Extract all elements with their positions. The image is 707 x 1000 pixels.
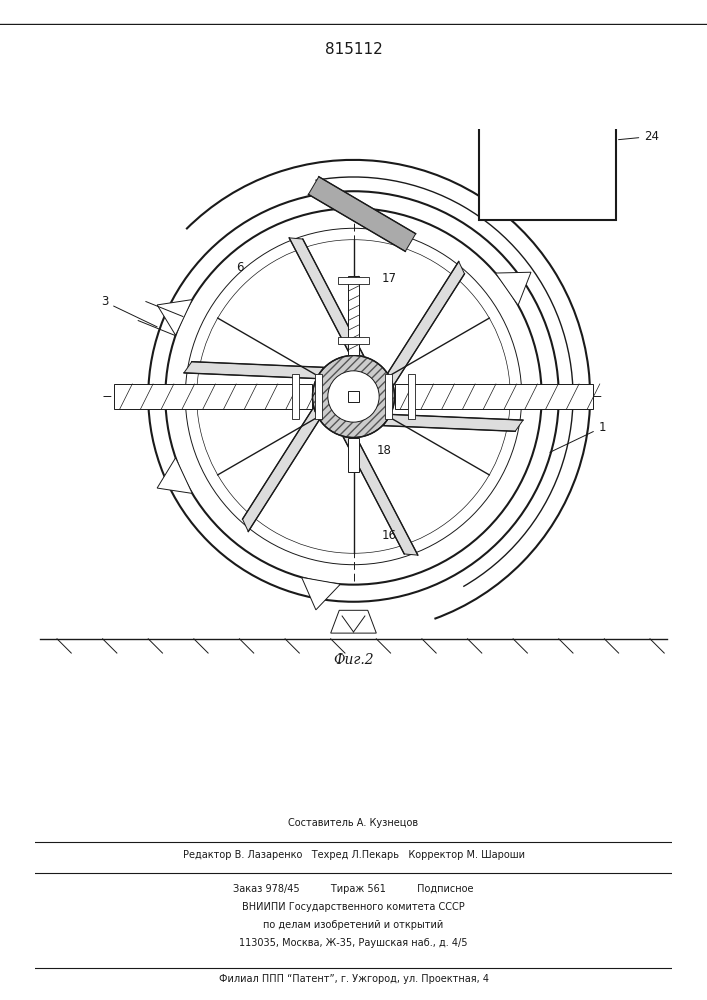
Bar xyxy=(114,384,312,409)
Circle shape xyxy=(328,371,379,422)
Text: Заказ 978/45          Тираж 561          Подписное: Заказ 978/45 Тираж 561 Подписное xyxy=(233,884,474,894)
Polygon shape xyxy=(157,300,192,335)
Polygon shape xyxy=(289,238,364,356)
Bar xyxy=(349,438,358,472)
Bar xyxy=(315,374,322,419)
Text: 1: 1 xyxy=(550,421,606,452)
Text: 815112: 815112 xyxy=(325,42,382,57)
Circle shape xyxy=(312,355,395,438)
Polygon shape xyxy=(157,458,192,493)
Polygon shape xyxy=(308,177,416,251)
Polygon shape xyxy=(302,577,340,610)
Text: 16: 16 xyxy=(382,529,397,542)
Polygon shape xyxy=(331,610,376,633)
Text: 113035, Москва, Ж-35, Раушская наб., д. 4/5: 113035, Москва, Ж-35, Раушская наб., д. … xyxy=(239,938,468,948)
Polygon shape xyxy=(184,362,324,379)
Bar xyxy=(385,374,392,419)
Bar xyxy=(338,277,369,284)
Text: Филиал ППП “Патент”, г. Ужгород, ул. Проектная, 4: Филиал ППП “Патент”, г. Ужгород, ул. Про… xyxy=(218,974,489,984)
Bar xyxy=(292,374,299,419)
Text: по делам изобретений и открытий: по делам изобретений и открытий xyxy=(264,920,443,930)
Polygon shape xyxy=(383,414,523,431)
Bar xyxy=(479,60,616,220)
Text: 6: 6 xyxy=(235,261,243,274)
Bar xyxy=(395,384,593,409)
Text: Составитель А. Кузнецов: Составитель А. Кузнецов xyxy=(288,818,419,828)
Text: 24: 24 xyxy=(619,130,660,143)
Bar xyxy=(338,337,369,344)
Text: 18: 18 xyxy=(376,444,391,457)
Text: Фиг.2: Фиг.2 xyxy=(333,653,374,667)
Polygon shape xyxy=(343,437,418,555)
Text: 17: 17 xyxy=(382,272,397,285)
Bar xyxy=(349,276,358,355)
Text: Редактор В. Лазаренко   Техред Л.Пекарь   Корректор М. Шароши: Редактор В. Лазаренко Техред Л.Пекарь Ко… xyxy=(182,850,525,860)
Text: ВНИИПИ Государственного комитета СССР: ВНИИПИ Государственного комитета СССР xyxy=(242,902,465,912)
Polygon shape xyxy=(388,261,464,385)
Text: 3: 3 xyxy=(101,295,157,327)
Polygon shape xyxy=(496,272,531,305)
Bar xyxy=(408,374,415,419)
Bar xyxy=(349,391,358,402)
Polygon shape xyxy=(243,408,319,532)
